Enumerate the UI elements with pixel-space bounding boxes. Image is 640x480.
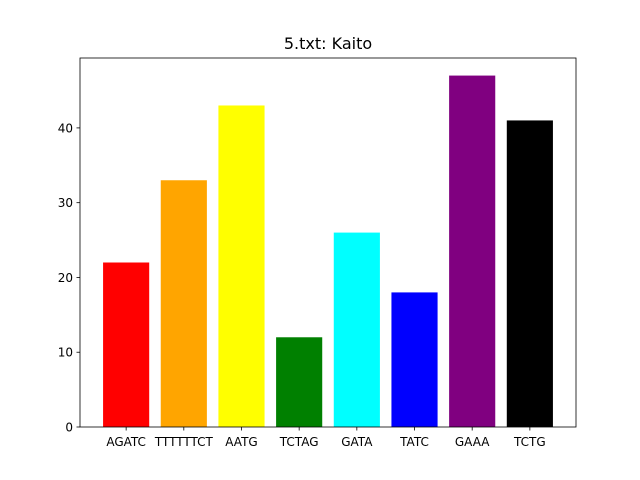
chart-title: 5.txt: Kaito	[284, 34, 372, 53]
bar-gata	[333, 232, 380, 427]
x-tick-label-gaaa: GAAA	[455, 435, 490, 449]
y-tick-label-30: 30	[58, 196, 73, 210]
bar-aatg	[218, 105, 265, 428]
x-tick-label-tatc: TATC	[399, 435, 429, 449]
x-tick-label-aatg: AATG	[225, 435, 257, 449]
bar-tctg	[506, 120, 553, 428]
bar-tatc	[391, 292, 438, 427]
y-tick-label-0: 0	[65, 421, 73, 435]
x-tick-label-gata: GATA	[341, 435, 373, 449]
y-tick-label-10: 10	[58, 346, 73, 360]
y-tick-label-20: 20	[58, 271, 73, 285]
y-tick-label-40: 40	[58, 121, 73, 135]
bar-agatc	[103, 262, 150, 427]
x-tick-label-tctg: TCTG	[513, 435, 546, 449]
x-tick-label-agatc: AGATC	[106, 435, 146, 449]
bar-tctag	[276, 337, 323, 427]
bar-gaaa	[449, 75, 496, 428]
bar-ttttttct	[160, 180, 207, 427]
bars-layer	[103, 75, 553, 428]
x-tick-label-tctag: TCTAG	[279, 435, 319, 449]
x-tick-label-ttttttct: TTTTTTCT	[154, 435, 214, 449]
plot-frame	[79, 57, 577, 428]
axes-layer: AGATC TTTTTTCT AATG TCTAG GATA TATC GAAA TCTG 0 1…	[58, 57, 577, 449]
